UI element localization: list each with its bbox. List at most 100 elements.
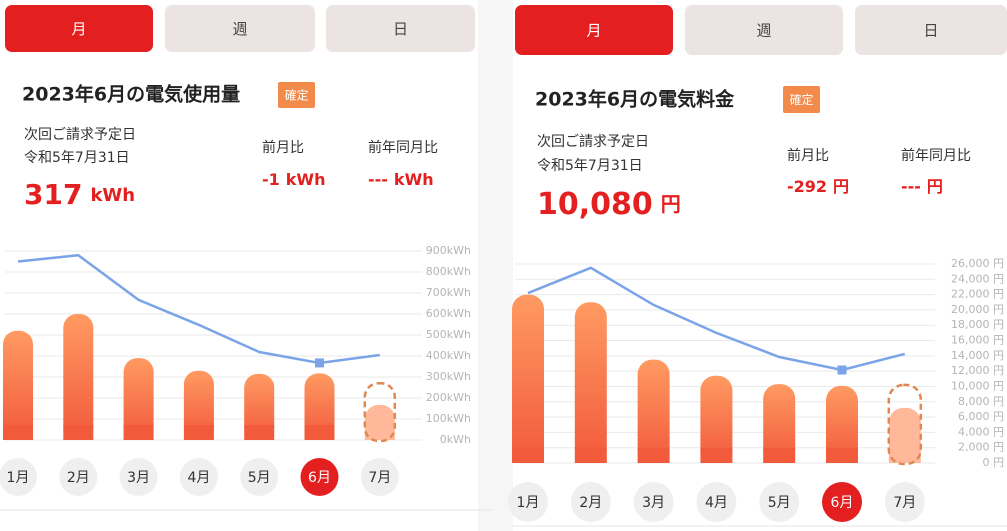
x-tick-label[interactable]: 3月 [127, 470, 150, 486]
y-tick-label: 16,000 円 [951, 334, 1004, 347]
bar [763, 384, 796, 463]
y-tick-label: 800kWh [426, 265, 471, 278]
badge [783, 86, 820, 113]
bar-base [637, 448, 670, 463]
y-tick-label: 600kWh [426, 307, 471, 320]
y-tick-label: 6,000 円 [958, 410, 1004, 423]
month-button[interactable] [822, 482, 862, 522]
month-button[interactable] [633, 482, 674, 522]
y-tick-label: 300kWh [426, 370, 471, 383]
line-marker [837, 365, 847, 375]
amount-value: 317 [24, 178, 82, 211]
bar-base [700, 448, 733, 463]
month-button[interactable] [508, 482, 548, 522]
prev-label: 前月比 [262, 139, 304, 156]
line-marker [315, 358, 324, 368]
x-tick-label[interactable]: 6月 [308, 470, 331, 486]
month-button[interactable] [59, 458, 98, 496]
prev-unit: 円 [833, 177, 849, 196]
tab-label[interactable]: 日 [923, 22, 938, 40]
tab[interactable] [685, 5, 843, 55]
due-date: 令和5年7月31日 [24, 150, 130, 166]
bar-base [3, 425, 33, 440]
tab-label[interactable]: 週 [756, 22, 771, 40]
y-tick-label: 8,000 円 [958, 395, 1004, 408]
tab[interactable] [515, 5, 673, 55]
x-tick-label[interactable]: 6月 [831, 495, 854, 511]
badge [278, 82, 315, 108]
y-tick-label: 18,000 円 [951, 318, 1004, 331]
prev-diff: -292 円 [787, 177, 849, 196]
bar [637, 359, 670, 463]
prev-value: -292 [787, 177, 827, 196]
bar-base [183, 425, 214, 440]
bar [63, 314, 94, 440]
month-button[interactable] [884, 482, 925, 522]
x-tick-label[interactable]: 2月 [67, 470, 90, 486]
amount: 10,080 円 [537, 187, 681, 222]
month-button[interactable] [570, 482, 611, 522]
x-tick-label[interactable]: 5月 [248, 470, 271, 486]
month-button[interactable] [759, 482, 800, 522]
x-tick-label[interactable]: 7月 [893, 495, 916, 511]
bar-base [123, 425, 154, 440]
bar-base [364, 425, 395, 440]
y-tick-label: 0kWh [440, 433, 471, 446]
x-tick-label[interactable]: 2月 [579, 495, 602, 511]
tab-label[interactable]: 日 [393, 20, 408, 38]
tab[interactable] [855, 5, 1007, 55]
y-tick-label: 4,000 円 [958, 425, 1004, 438]
x-tick-label[interactable]: 4月 [705, 495, 728, 511]
month-button[interactable] [179, 458, 218, 496]
prev-diff: -1 kWh [262, 170, 325, 189]
y-tick-label: 22,000 円 [951, 288, 1004, 301]
x-tick-label[interactable]: 5月 [768, 495, 791, 511]
tab[interactable] [326, 5, 475, 52]
month-button[interactable] [240, 458, 279, 496]
bar-base [763, 448, 796, 463]
yoy-unit: 円 [927, 177, 943, 196]
amount-unit: kWh [90, 185, 135, 206]
bar [244, 373, 275, 440]
panel-title: 2023年6月の電気使用量 [22, 83, 240, 106]
amount: 317 kWh [24, 178, 135, 211]
y-tick-label: 20,000 円 [951, 303, 1004, 316]
y-tick-label: 700kWh [426, 286, 471, 299]
bar [512, 294, 544, 463]
y-tick-label: 900kWh [426, 244, 471, 257]
x-tick-label[interactable]: 1月 [7, 470, 30, 486]
y-tick-label: 12,000 円 [951, 364, 1004, 377]
x-tick-label[interactable]: 3月 [642, 495, 665, 511]
bar [700, 375, 733, 463]
x-tick-label[interactable]: 1月 [517, 495, 540, 511]
bar-base [63, 425, 94, 440]
month-button[interactable] [696, 482, 737, 522]
yoy-value: --- [901, 177, 921, 196]
month-button[interactable] [0, 458, 37, 496]
tab[interactable] [5, 5, 153, 52]
bar [304, 373, 335, 440]
x-tick-label[interactable]: 7月 [368, 470, 391, 486]
month-button[interactable] [300, 458, 339, 496]
prev-unit: kWh [286, 170, 326, 189]
yoy-diff: --- kWh [368, 170, 434, 189]
tab-label[interactable]: 週 [232, 20, 247, 38]
tab-label[interactable]: 月 [586, 22, 601, 40]
month-button[interactable] [119, 458, 158, 496]
x-tick-label[interactable]: 4月 [187, 470, 210, 486]
tab[interactable] [165, 5, 315, 52]
amount-value: 10,080 [537, 187, 653, 222]
y-tick-label: 24,000 円 [951, 272, 1004, 285]
y-tick-label: 200kWh [426, 391, 471, 404]
bar-base [244, 425, 275, 440]
month-button[interactable] [360, 458, 399, 496]
badge-label: 確定 [284, 88, 308, 103]
bar-base [826, 448, 858, 463]
tab-label[interactable]: 月 [71, 20, 86, 38]
bar [826, 385, 858, 463]
bar [183, 370, 214, 440]
bar-base [512, 448, 544, 463]
yoy-value: --- [368, 170, 388, 189]
bar [123, 358, 154, 440]
due-label: 次回ご請求予定日 [24, 127, 136, 143]
